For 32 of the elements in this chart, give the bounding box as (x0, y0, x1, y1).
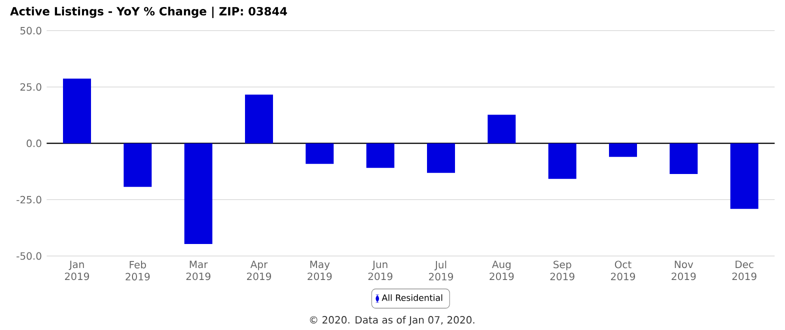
x-tick-label: Feb 2019 (126, 260, 150, 280)
bar (306, 143, 334, 164)
x-tick-label: Jul 2019 (429, 260, 454, 280)
x-tick-label: May 2019 (308, 260, 332, 280)
bar (670, 143, 698, 174)
bar (124, 143, 152, 187)
x-tick-label: Sep 2019 (550, 260, 574, 280)
x-tick-label: Oct 2019 (611, 260, 636, 280)
bar (63, 78, 92, 144)
y-tick-label: 50.0 (20, 26, 42, 34)
y-tick-label: 0.0 (26, 140, 42, 148)
x-tick-label: Mar 2019 (186, 260, 210, 280)
y-tick-label: 25.0 (20, 83, 42, 91)
chart-title: Active Listings - YoY % Change | ZIP: 03844 (10, 6, 288, 18)
bar (427, 143, 455, 173)
bar (730, 143, 758, 209)
x-tick-label: Jan 2019 (65, 260, 90, 280)
text: © 2020. Data as of Jan 07, 2020. (310, 316, 474, 326)
bar (488, 114, 516, 144)
bar (366, 143, 394, 168)
legend-label: All Residential (382, 294, 442, 301)
bar (245, 94, 274, 144)
bar (609, 143, 637, 157)
bar (548, 143, 576, 179)
bar (184, 143, 212, 244)
x-tick-label: Nov 2019 (672, 260, 696, 280)
x-tick-label: Apr 2019 (247, 260, 272, 280)
y-tick-label: -50.0 (16, 252, 42, 260)
y-tick-label: -25.0 (16, 196, 42, 204)
x-tick-label: Aug 2019 (490, 260, 514, 280)
x-tick-label: Jun 2019 (368, 260, 392, 280)
x-tick-label: Dec 2019 (732, 260, 756, 280)
